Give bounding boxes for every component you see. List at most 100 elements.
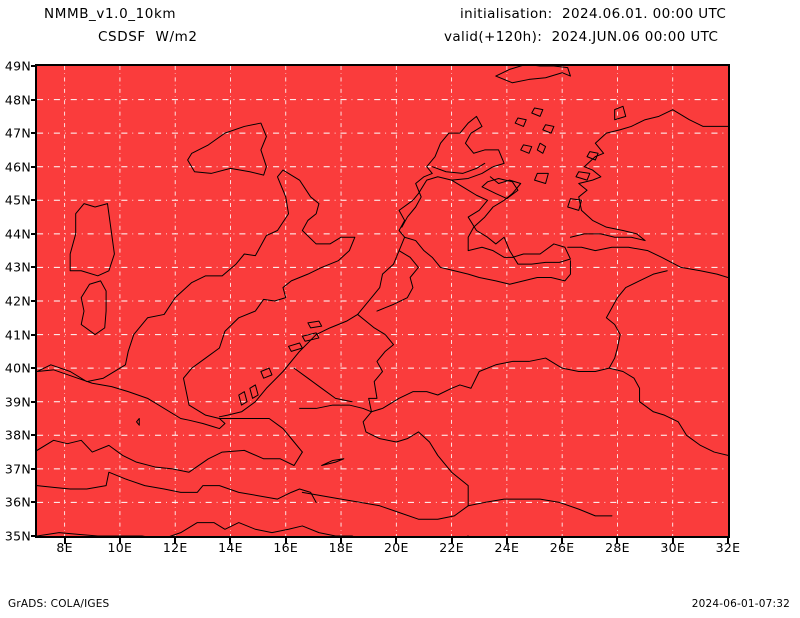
coastline-path	[587, 152, 598, 160]
coastline-path	[535, 173, 549, 183]
latitude-tick-label: 35N	[4, 528, 31, 544]
longitude-tick-mark	[616, 538, 619, 544]
longitude-tick-mark	[340, 538, 343, 544]
coastline-path	[250, 385, 258, 398]
map-canvas	[37, 66, 728, 536]
longitude-tick-mark	[505, 538, 508, 544]
longitude-tick-mark	[450, 538, 453, 544]
longitude-tick-label: 28E	[605, 540, 630, 555]
coastline-path	[615, 106, 626, 119]
coastlines	[37, 66, 728, 536]
longitude-tick-label: 16E	[273, 540, 299, 555]
initialisation-label: initialisation: 2024.06.01. 00:00 UTC	[460, 6, 727, 22]
latitude-tick-mark	[31, 199, 37, 202]
coastline-path	[521, 145, 532, 153]
latitude-tick-label: 49N	[4, 58, 31, 74]
latitude-tick-mark	[31, 535, 37, 537]
latitude-tick-label: 40N	[4, 360, 31, 376]
coastline-path	[532, 108, 543, 116]
longitude-tick-mark	[174, 538, 177, 544]
latitude-tick-mark	[31, 132, 37, 135]
coastline-path	[405, 237, 571, 284]
coastline-path	[300, 405, 372, 412]
latitude-tick-mark	[31, 434, 37, 437]
latitude-tick-mark	[31, 333, 37, 336]
latitude-tick-mark	[31, 65, 37, 67]
latitude-tick-mark	[31, 501, 37, 504]
coastline-path	[37, 523, 468, 536]
coastline-path	[239, 392, 247, 405]
latitude-tick-mark	[31, 300, 37, 302]
longitude-tick-mark	[561, 538, 564, 544]
longitude-tick-label: 14E	[218, 540, 243, 555]
latitude-tick-mark	[31, 266, 37, 269]
longitude-tick-mark	[118, 538, 121, 544]
latitude-tick-label: 48N	[4, 92, 31, 108]
coastline-path	[482, 178, 518, 198]
coastline-path	[188, 123, 267, 175]
render-timestamp: 2024-06-01-07:32	[691, 598, 790, 610]
coastline-path	[289, 343, 303, 351]
coastline-path	[70, 204, 114, 276]
coastline-path	[37, 170, 355, 429]
latitude-tick-label: 47N	[4, 125, 31, 141]
longitude-tick-label: 10E	[107, 540, 133, 555]
coastline-path	[302, 492, 612, 519]
latitude-tick-mark	[31, 165, 37, 168]
coastline-path	[81, 281, 106, 335]
coastline-path	[537, 143, 545, 153]
coastline-path	[568, 199, 582, 211]
coastline-path	[308, 321, 322, 328]
longitude-tick-mark	[284, 538, 287, 544]
coastline-path	[570, 110, 728, 241]
longitude-tick-label: 12E	[162, 540, 188, 555]
latitude-tick-label: 43N	[4, 259, 31, 275]
coastline-path	[37, 440, 302, 472]
longitude-tick-mark	[229, 538, 232, 544]
coastline-path	[37, 472, 316, 502]
coastline-path	[606, 271, 667, 368]
longitude-tick-label: 18E	[328, 540, 354, 555]
longitude-tick-mark	[63, 538, 66, 544]
longitude-tick-label: 22E	[439, 540, 464, 555]
coastline-path	[452, 177, 571, 264]
grads-credit-label: GrADS: COLA/IGES	[8, 598, 110, 610]
longitude-tick-label: 8E	[56, 540, 73, 555]
latitude-tick-mark	[31, 367, 37, 370]
latitude-tick-label: 39N	[4, 394, 31, 410]
longitude-tick-label: 26E	[549, 540, 575, 555]
latitude-tick-label: 36N	[4, 494, 31, 510]
latitude-axis-labels: 49N 48N 47N 46N 45N 44N 43N 42N 41N 40N 39N 38N 37N 3…	[0, 59, 31, 544]
longitude-tick-mark	[727, 538, 729, 544]
coastline-path	[543, 125, 554, 133]
coastline-path	[515, 118, 526, 126]
latitude-tick-mark	[31, 467, 37, 470]
longitude-tick-label: 32E	[715, 540, 741, 555]
longitude-tick-mark	[671, 538, 674, 544]
longitude-tick-label: 24E	[494, 540, 520, 555]
latitude-tick-label: 42N	[4, 293, 31, 309]
latitude-tick-mark	[31, 98, 37, 101]
latitude-tick-mark	[31, 400, 37, 403]
latitude-tick-label: 46N	[4, 159, 31, 175]
grid-lines	[37, 66, 728, 536]
coastline-path	[219, 419, 302, 453]
coastline-path	[568, 247, 728, 277]
model-name-label: NMMB_v1.0_10km	[44, 6, 177, 22]
header: NMMB_v1.0_10km CSDSF W/m2 initialisation…	[0, 0, 800, 58]
longitude-tick-label: 20E	[383, 540, 409, 555]
coastline-path	[137, 419, 140, 426]
coastline-path	[363, 358, 728, 506]
latitude-tick-label: 44N	[4, 226, 31, 242]
coastline-path	[358, 314, 394, 411]
coastline-path	[432, 163, 485, 173]
map-plot-area[interactable]	[35, 64, 730, 538]
latitude-tick-label: 37N	[4, 461, 31, 477]
latitude-tick-label: 38N	[4, 427, 31, 443]
valid-time-label: valid(+120h): 2024.JUN.06 00:00 UTC	[444, 29, 719, 45]
latitude-tick-label: 41N	[4, 327, 31, 343]
coastline-path	[219, 116, 504, 416]
coastline-path	[294, 368, 352, 402]
coastline-path	[322, 459, 344, 466]
longitude-tick-label: 30E	[660, 540, 686, 555]
